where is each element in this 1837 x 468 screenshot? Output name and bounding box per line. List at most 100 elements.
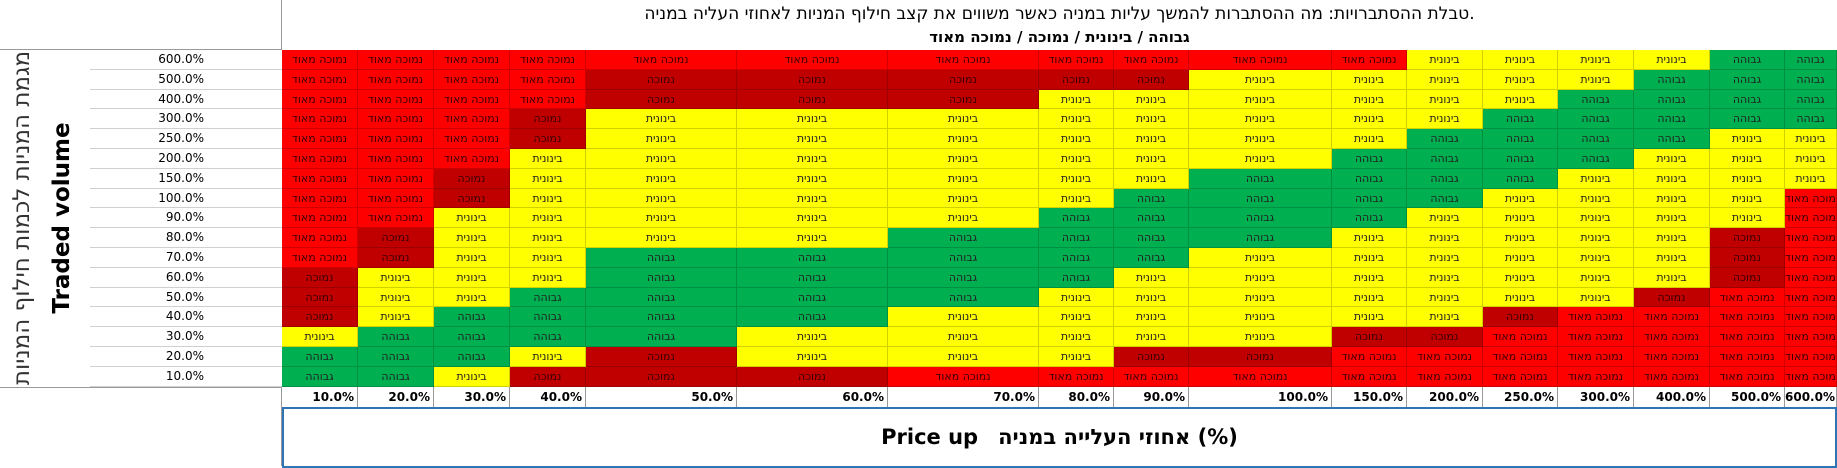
grid-cell: נמוכה מאוד (1189, 366, 1332, 387)
x-axis-label: 400.0% (1634, 386, 1710, 407)
grid-cell: בינונית (888, 129, 1039, 149)
grid-cell: גבוהה (434, 307, 510, 328)
grid-cell: בינונית (1114, 109, 1189, 130)
x-axis-label: 40.0% (510, 386, 586, 407)
grid-cell: נמוכה מאוד (1558, 347, 1634, 367)
grid-cell: בינונית (1785, 168, 1837, 189)
grid-cell: בינונית (1407, 307, 1483, 328)
y-axis-label: 40.0% (90, 307, 282, 328)
grid-cell: גבוהה (1407, 149, 1483, 169)
grid-cell: בינונית (1407, 248, 1483, 268)
grid-cell: נמוכה מאוד (1483, 347, 1558, 367)
grid-cell: בינונית (737, 129, 888, 149)
grid-cell: גבוהה (1332, 149, 1407, 169)
grid-cell: בינונית (586, 109, 737, 130)
grid-cell: בינונית (1558, 50, 1634, 70)
grid-cell: גבוהה (888, 287, 1039, 308)
grid-cell: גבוהה (1710, 109, 1785, 130)
grid-cell: בינונית (737, 149, 888, 169)
grid-cell: בינונית (1483, 267, 1558, 288)
y-axis-label: 30.0% (90, 327, 282, 347)
grid-cell: נמוכה מאוד (434, 109, 510, 130)
x-axis-label: 500.0% (1710, 386, 1785, 407)
legend-text: גבוהה / בינונית / נמוכה / נמוכה מאוד (929, 28, 1190, 46)
grid-cell: נמוכה (737, 69, 888, 90)
grid-cell: נמוכה מאוד (1710, 287, 1785, 308)
grid-cell: בינונית (1189, 327, 1332, 347)
grid-cell: נמוכה מאוד (1407, 366, 1483, 387)
grid-cell: בינונית (434, 287, 510, 308)
grid-cell: בינונית (1407, 109, 1483, 130)
grid-cell: בינונית (1407, 208, 1483, 229)
grid-cell: נמוכה מאוד (1785, 287, 1837, 308)
grid-cell: בינונית (737, 208, 888, 229)
grid-cell: בינונית (510, 149, 586, 169)
grid-cell: נמוכה מאוד (282, 208, 358, 229)
grid-cell: בינונית (1039, 307, 1114, 328)
grid-cell: נמוכה מאוד (1114, 50, 1189, 70)
grid-cell: נמוכה מאוד (1785, 366, 1837, 387)
grid-cell: גבוהה (1710, 69, 1785, 90)
grid-cell: נמוכה (434, 188, 510, 209)
grid-cell: בינונית (358, 287, 434, 308)
grid-cell: בינונית (737, 168, 888, 189)
grid-cell: בינונית (888, 307, 1039, 328)
grid-cell: נמוכה מאוד (358, 168, 434, 189)
grid-cell: גבוהה (737, 307, 888, 328)
grid-cell: בינונית (1483, 208, 1558, 229)
grid-cell: גבוהה (1785, 89, 1837, 110)
grid-cell: נמוכה מאוד (434, 129, 510, 149)
y-axis-label: 400.0% (90, 90, 282, 110)
grid-cell: בינונית (888, 168, 1039, 189)
grid-cell: בינונית (1114, 168, 1189, 189)
grid-cell: גבוהה (358, 327, 434, 347)
grid-cell: נמוכה מאוד (358, 69, 434, 90)
grid-cell: גבוהה (1483, 168, 1558, 189)
grid-cell: גבוהה (1634, 69, 1710, 90)
grid-cell: נמוכה מאוד (1710, 366, 1785, 387)
grid-cell: נמוכה מאוד (510, 50, 586, 70)
grid-cell: נמוכה מאוד (888, 50, 1039, 70)
grid-cell: נמוכה מאוד (434, 69, 510, 90)
grid-cell: בינונית (434, 267, 510, 288)
grid-cell: נמוכה (1634, 287, 1710, 308)
grid-cell: בינונית (1483, 89, 1558, 110)
grid-cell: גבוהה (1483, 129, 1558, 149)
grid-cell: בינונית (1039, 149, 1114, 169)
grid-cell: בינונית (1114, 129, 1189, 149)
grid-cell: בינונית (1039, 109, 1114, 130)
grid-cell: בינונית (1483, 50, 1558, 70)
x-axis-label: 150.0% (1332, 386, 1407, 407)
x-axis-label: 70.0% (888, 386, 1039, 407)
grid-cell: בינונית (1710, 149, 1785, 169)
grid-cell: נמוכה (282, 287, 358, 308)
grid-cell: גבוהה (1407, 129, 1483, 149)
grid-cell: נמוכה מאוד (358, 188, 434, 209)
grid-cell: נמוכה מאוד (282, 129, 358, 149)
grid-cell: בינונית (1114, 149, 1189, 169)
grid-cell: בינונית (888, 327, 1039, 347)
bottom-left-blank (0, 386, 282, 466)
grid-cell: נמוכה מאוד (1785, 327, 1837, 347)
y-axis-label: 600.0% (90, 50, 282, 70)
y-axis-label: 250.0% (90, 129, 282, 149)
grid-cell: גבוהה (1558, 149, 1634, 169)
grid-cell: גבוהה (1114, 208, 1189, 229)
grid-cell: בינונית (510, 188, 586, 209)
grid-cell: נמוכה מאוד (1710, 347, 1785, 367)
grid-cell: נמוכה (1710, 248, 1785, 268)
grid-cell: בינונית (586, 129, 737, 149)
grid-cell: בינונית (510, 267, 586, 288)
grid-cell: בינונית (1558, 188, 1634, 209)
grid-cell: גבוהה (1114, 248, 1189, 268)
grid-cell: גבוהה (510, 307, 586, 328)
grid-cell: בינונית (1558, 69, 1634, 90)
grid-cell: נמוכה מאוד (1785, 307, 1837, 328)
grid-cell: גבוהה (1332, 188, 1407, 209)
grid-cell: בינונית (510, 168, 586, 189)
grid-cell: נמוכה מאוד (1039, 50, 1114, 70)
grid-cell: בינונית (1483, 69, 1558, 90)
grid-cell: גבוהה (434, 327, 510, 347)
grid-cell: בינונית (1332, 228, 1407, 248)
grid-cell: בינונית (586, 168, 737, 189)
